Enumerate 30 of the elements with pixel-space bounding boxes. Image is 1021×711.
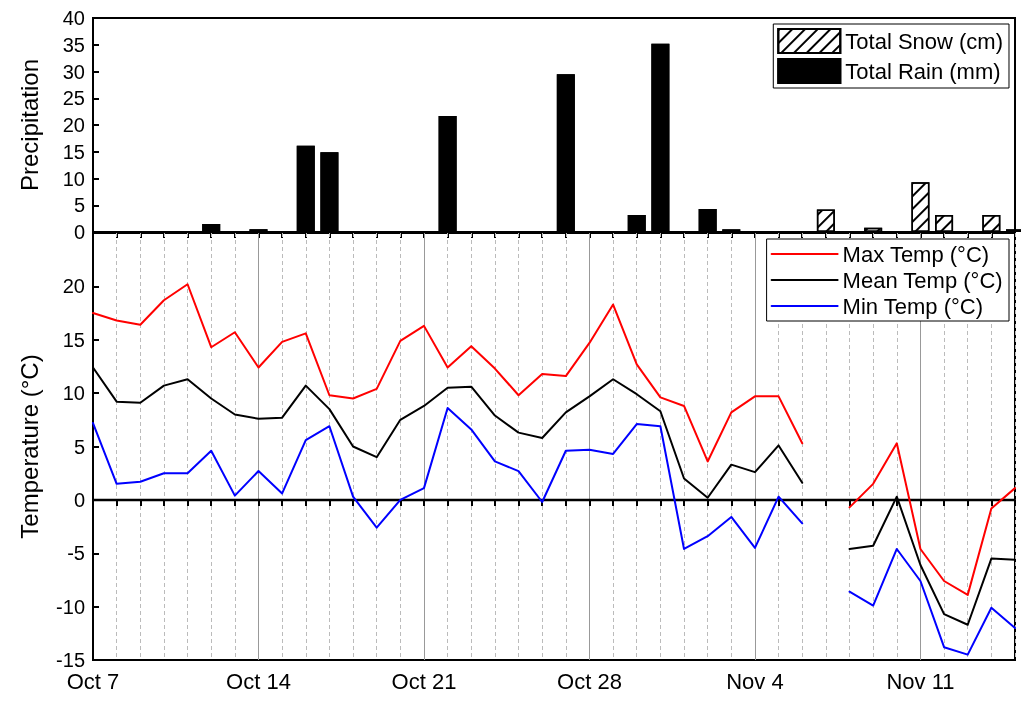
legend-label: Mean Temp (°C) [842, 267, 1003, 293]
y-tick-label: 0 [73, 488, 85, 511]
x-tick-label: Oct 21 [391, 668, 457, 694]
y-tick-label: 5 [73, 194, 85, 217]
x-tick-label: Nov 11 [886, 668, 955, 694]
x-tick-label: Nov 4 [726, 668, 784, 694]
legend-label: Max Temp (°C) [842, 241, 990, 267]
y-tick-label: 20 [62, 275, 85, 298]
y-tick-label: 15 [62, 328, 85, 351]
y-tick-label: 0 [73, 221, 85, 243]
y-tick-label: 10 [62, 382, 85, 405]
x-tick-label: Oct 14 [226, 668, 291, 694]
y-tick-label: 30 [62, 60, 85, 83]
x-tick-label: Oct 28 [557, 668, 622, 694]
legend-label: Total Rain (mm) [845, 58, 1001, 84]
y-tick-label: 15 [62, 140, 85, 163]
y-tick-label: -10 [56, 595, 85, 618]
y-tick-label: -15 [56, 649, 85, 671]
y-tick-label: 5 [73, 435, 85, 458]
legend-label: Min Temp (°C) [842, 293, 984, 319]
y-tick-label: 35 [62, 33, 85, 56]
y-tick-label: 25 [62, 87, 85, 110]
legend-label: Total Snow (cm) [845, 28, 1004, 54]
y-tick-label: 40 [62, 7, 85, 29]
y-tick-label: 10 [62, 167, 85, 190]
y-axis-title: Precipitation [15, 58, 43, 192]
y-tick-label: 20 [62, 114, 85, 136]
y-axis-title: Temperature (°C) [15, 354, 43, 539]
y-tick-label: -5 [67, 542, 85, 565]
x-tick-label: Oct 7 [66, 668, 120, 694]
